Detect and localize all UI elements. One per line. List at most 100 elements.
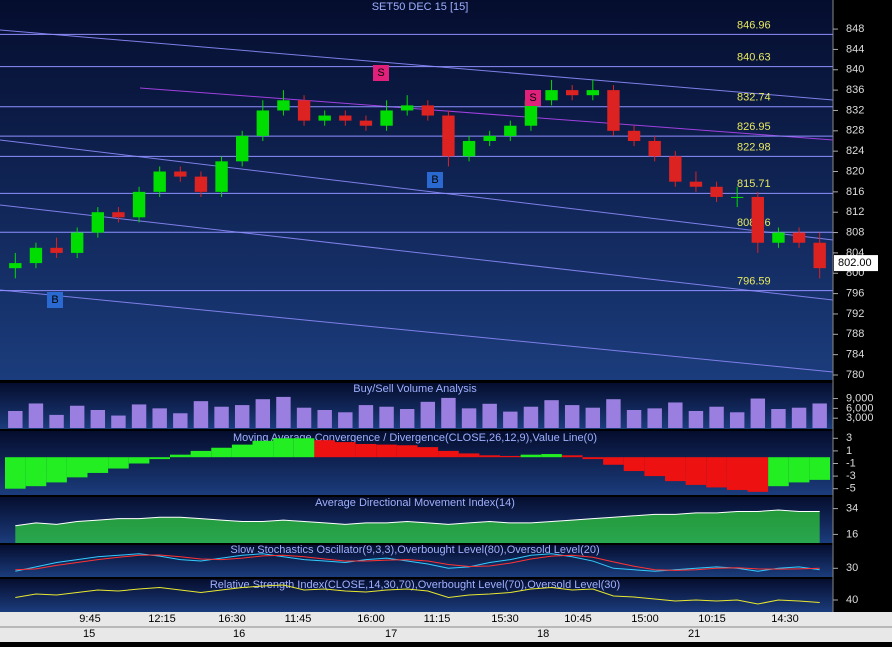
signal-marker <box>47 292 63 308</box>
candle-body <box>689 181 703 187</box>
volume-bar <box>338 412 353 428</box>
candle-body <box>91 212 104 233</box>
volume-bar <box>131 404 147 428</box>
y-tick-label: 16 <box>846 528 858 540</box>
macd-bar <box>252 440 274 458</box>
adx-area <box>15 510 820 543</box>
macd-bar <box>314 440 335 458</box>
x-tick-label: 10:15 <box>698 613 726 625</box>
volume-bar <box>626 410 642 428</box>
volume-bar <box>606 399 621 428</box>
candle-body <box>813 242 826 269</box>
trend-line <box>0 29 834 101</box>
y-tick-label: 828 <box>846 125 864 137</box>
candle-body <box>215 161 228 192</box>
volume-bar <box>585 407 601 428</box>
candle-body <box>71 232 84 253</box>
volume-bar <box>564 405 580 428</box>
y-tick-label: 788 <box>846 328 864 340</box>
level-label: 815.71 <box>737 178 771 190</box>
panel-title: Buy/Sell Volume Analysis <box>353 383 477 395</box>
volume-bar <box>420 401 436 428</box>
candle-body <box>297 100 311 121</box>
volume-bar <box>173 413 188 428</box>
y-tick-label: 1 <box>846 445 852 457</box>
volume-bar <box>28 403 44 428</box>
macd-bar <box>335 442 356 458</box>
candle-body <box>174 171 187 177</box>
macd-bar <box>355 443 377 458</box>
candle-body <box>772 232 785 243</box>
candle-body <box>256 110 269 136</box>
volume-bar <box>255 399 271 428</box>
volume-bar <box>750 398 766 428</box>
macd-bar <box>458 453 480 458</box>
macd-bar <box>128 457 150 464</box>
y-tick-label: 9,000 <box>846 392 874 404</box>
macd-bar <box>87 457 109 473</box>
macd-bar <box>170 454 191 458</box>
y-tick-label: 840 <box>846 64 864 76</box>
y-tick-label: 34 <box>846 503 858 515</box>
macd-bar <box>603 457 624 465</box>
volume-bar <box>317 410 332 428</box>
date-label: 18 <box>537 628 549 640</box>
y-tick-label: 784 <box>846 349 864 361</box>
panel-title: Slow Stochastics Oscillator(9,3,3),Overb… <box>230 544 599 556</box>
candle-body <box>421 105 434 116</box>
y-tick-label: 836 <box>846 84 864 96</box>
macd-bar <box>417 447 439 458</box>
macd-bar <box>685 457 707 485</box>
y-tick-label: 844 <box>846 43 864 55</box>
volume-bar <box>111 415 126 428</box>
candle-body <box>462 140 476 157</box>
candle-body <box>627 130 641 141</box>
volume-bar <box>771 409 786 428</box>
last-price-label: 802.00 <box>838 257 872 269</box>
date-label: 17 <box>385 628 397 640</box>
adx-line <box>15 509 820 527</box>
rsi-panel <box>0 579 833 612</box>
macd-bar <box>747 457 769 492</box>
macd-bar <box>623 457 645 472</box>
y-tick-label: 812 <box>846 206 864 218</box>
volume-bar <box>49 414 64 428</box>
y-tick-label: 824 <box>846 145 864 157</box>
macd-bar <box>5 457 26 489</box>
candle-body <box>132 191 146 218</box>
y-tick-label: 780 <box>846 369 864 381</box>
macd-bar <box>809 457 830 480</box>
macd-bar <box>396 445 418 458</box>
volume-bar <box>8 410 23 428</box>
candle-body <box>380 110 393 126</box>
signal-label: B <box>431 174 438 186</box>
macd-bar <box>231 444 253 458</box>
macd-bar <box>479 455 500 458</box>
macd-bar <box>768 457 789 487</box>
volume-bar <box>709 406 724 428</box>
candle-body <box>277 100 290 111</box>
volume-bar <box>276 396 291 428</box>
indicator-line <box>15 584 820 605</box>
y-tick-label: 3,000 <box>846 412 874 424</box>
volume-bar <box>544 400 559 428</box>
volume-bar <box>214 406 229 428</box>
y-tick-label: 3 <box>846 432 852 444</box>
volume-bar <box>69 405 85 428</box>
x-tick-label: 11:45 <box>285 613 312 625</box>
macd-bar <box>273 438 294 458</box>
panel-title: SET50 DEC 15 [15] <box>372 1 469 13</box>
level-label: 840.63 <box>737 51 771 63</box>
panel-title: Relative Strength Index(CLOSE,14,30,70),… <box>210 579 620 591</box>
x-tick-label: 9:45 <box>79 613 100 625</box>
volume-bar <box>647 408 662 428</box>
volume-bar <box>296 407 312 428</box>
indicator-line <box>15 554 820 571</box>
macd-bar <box>706 457 727 488</box>
x-tick-label: 16:30 <box>218 613 246 625</box>
macd-bar <box>561 455 583 458</box>
candle-body <box>339 115 352 121</box>
candle-body <box>731 196 744 198</box>
